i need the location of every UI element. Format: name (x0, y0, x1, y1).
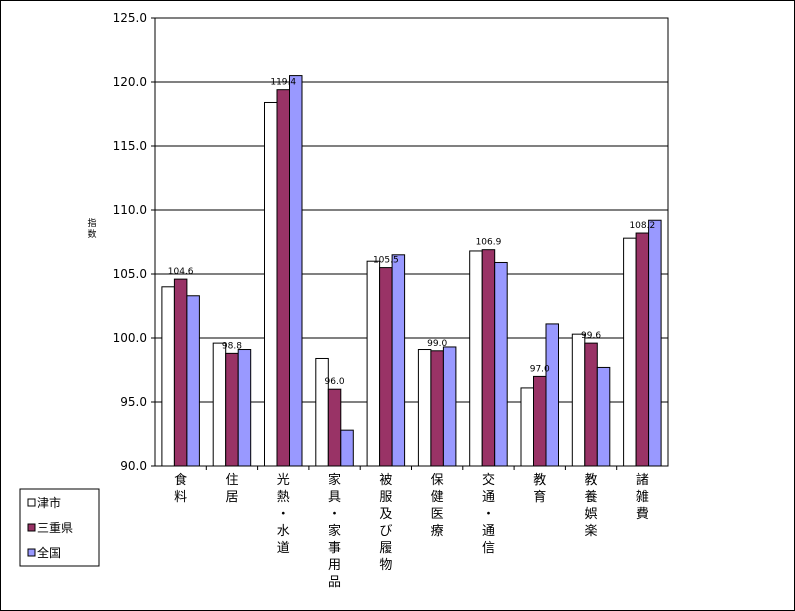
bar-家具・家事用品-三重県 (327, 388, 342, 467)
data-label: 96.0 (325, 377, 345, 387)
category-label: 教育 (533, 472, 546, 505)
category-label: 教養娯楽 (585, 472, 598, 539)
bar-光熱・水道-津市 (264, 101, 278, 467)
data-label: 108.2 (629, 221, 655, 231)
bar-食料-津市 (161, 286, 175, 467)
category-label: 諸雑費 (636, 472, 649, 522)
axes (151, 17, 669, 470)
category-label: 保健医療 (431, 473, 444, 539)
bar-光熱・水道-全国 (289, 75, 303, 467)
bars (161, 75, 662, 467)
bar-住居-三重県 (225, 352, 239, 467)
bar-教養娯楽-全国 (596, 366, 611, 467)
legend-label: 三重県 (37, 521, 73, 535)
bar-保健医療-全国 (442, 346, 457, 467)
bar-被服及び履物-津市 (366, 260, 381, 467)
bar-教養娯楽-津市 (571, 333, 586, 467)
category-label: 被服及び履物 (379, 473, 392, 573)
bar-被服及び履物-三重県 (379, 267, 393, 467)
bar-交通・通信-全国 (494, 261, 508, 467)
bar-住居-津市 (212, 342, 227, 467)
category-label: 食料 (174, 472, 187, 505)
y-tick-label: 100.0 (113, 331, 147, 345)
data-label: 106.9 (476, 238, 502, 248)
bar-交通・通信-三重県 (481, 249, 496, 467)
y-tick-label: 105.0 (113, 267, 147, 281)
bar-諸雑費-三重県 (635, 232, 650, 467)
bar-保健医療-津市 (417, 349, 432, 467)
data-labels: 104.6 98.8 119.4 96.0 105.5 99.0 106.9 97.0 99.6… (168, 78, 655, 388)
legend-swatch (27, 498, 36, 507)
bar-被服及び履物-全国 (391, 254, 406, 467)
y-tick-label: 120.0 (113, 75, 147, 89)
legend-swatch (27, 548, 36, 557)
bar-教育-津市 (520, 387, 534, 467)
legend-label: 津市 (37, 495, 61, 510)
bar-保健医療-三重県 (430, 350, 444, 467)
bar-教育-三重県 (533, 375, 547, 467)
data-label: 98.8 (222, 341, 242, 351)
bar-諸雑費-津市 (623, 237, 637, 467)
y-axis-label: 指数 (87, 217, 96, 240)
bar-食料-全国 (186, 295, 200, 467)
bar-家具・家事用品-津市 (315, 357, 329, 467)
bar-諸雑費-全国 (648, 219, 662, 467)
y-tick-label: 110.0 (113, 203, 147, 217)
y-tick-label: 125.0 (113, 11, 147, 25)
category-label: 交通・通信 (482, 472, 495, 556)
legend-swatch (27, 523, 36, 532)
bar-住居-全国 (237, 349, 252, 467)
bar-教養娯楽-三重県 (584, 342, 598, 467)
bar-食料-三重県 (173, 278, 188, 467)
bar-交通・通信-津市 (469, 250, 483, 467)
y-axis-title: 指数 (87, 217, 96, 240)
category-label: 住居 (225, 473, 238, 505)
bar-家具・家事用品-全国 (340, 429, 354, 467)
data-label: 119.4 (270, 78, 296, 88)
legend-label: 全国 (37, 545, 61, 560)
y-tick-label: 115.0 (113, 139, 147, 153)
data-label: 104.6 (168, 267, 194, 277)
y-tick-label: 90.0 (120, 459, 147, 473)
data-label: 99.6 (581, 331, 601, 341)
y-tick-labels: 90.0 95.0 100.0 105.0 110.0 115.0 120.0 125.0 (113, 11, 147, 473)
y-tick-label: 95.0 (120, 395, 147, 409)
data-label: 99.0 (427, 339, 447, 349)
bar-教育-全国 (545, 323, 559, 467)
category-labels: 食料 住居 光熱・水道 家具・家事用品 被服及び履物 保健医療 交通・通信 教育 教養娯楽 諸雑費 (174, 472, 649, 590)
category-label: 家具・家事用品 (328, 472, 341, 590)
data-label: 97.0 (530, 364, 550, 374)
data-label: 105.5 (373, 256, 399, 266)
category-label: 光熱・水道 (277, 473, 290, 556)
bar-光熱・水道-三重県 (276, 89, 290, 467)
